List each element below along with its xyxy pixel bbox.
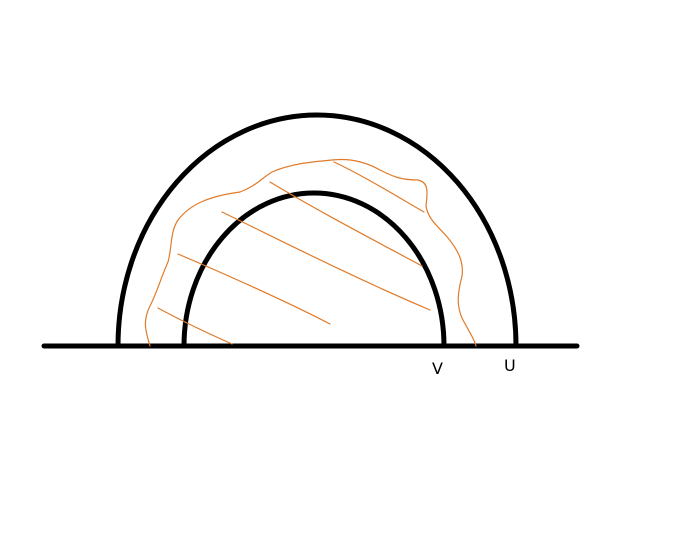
hatch-line: [333, 161, 425, 213]
hatch-line: [177, 253, 331, 325]
hatch-line: [221, 211, 431, 311]
point-u-label: U: [504, 356, 516, 375]
shaded-region-outline: [144, 158, 477, 347]
hatch-line: [269, 181, 423, 267]
point-v-label: V: [432, 359, 443, 378]
hatch-line: [157, 307, 233, 345]
hatching: [157, 161, 431, 345]
inner-semicircle: [181, 190, 447, 347]
outer-semicircle: [115, 112, 519, 347]
